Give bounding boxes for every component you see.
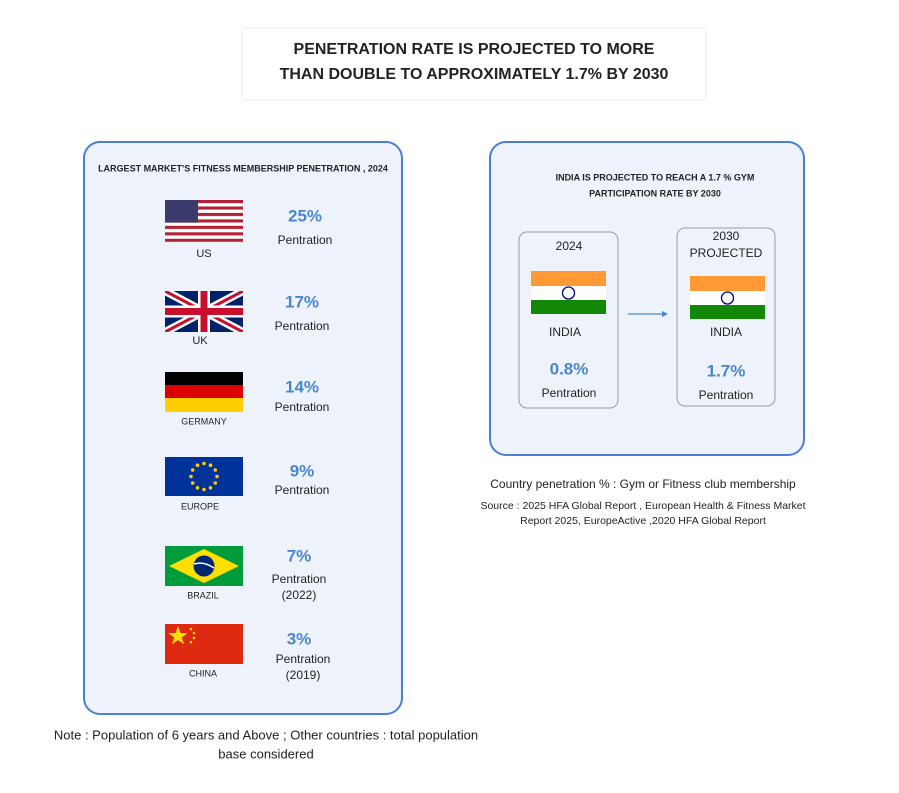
source: Source : 2025 HFA Global Report , Europe… [480, 500, 805, 512]
label: Pentration [278, 233, 333, 247]
country: CHINA [189, 668, 217, 678]
year: (2019) [286, 668, 321, 682]
label: Pentration [275, 400, 330, 414]
label: Pentration [699, 388, 754, 402]
country: GERMANY [181, 416, 227, 426]
value: 0.8% [550, 359, 589, 378]
card-year: 2024 [556, 239, 583, 253]
flag-brazil [165, 546, 243, 586]
value: 7% [287, 546, 312, 565]
flag-china [165, 624, 243, 664]
flag-germany [165, 372, 243, 412]
label: Pentration [275, 483, 330, 497]
country: EUROPE [181, 501, 219, 511]
value: 9% [290, 461, 315, 480]
note: base considered [218, 746, 313, 761]
value: 14% [285, 377, 319, 396]
title-box [241, 27, 707, 101]
country: US [196, 248, 211, 260]
panel-title: INDIA IS PROJECTED TO REACH A 1.7 % GYM [556, 172, 755, 182]
title: PENETRATION RATE IS PROJECTED TO MORE [294, 41, 655, 58]
year: (2022) [282, 588, 317, 602]
label: Pentration [276, 652, 331, 666]
flag-europe [165, 457, 243, 496]
value: 17% [285, 292, 319, 311]
label: Pentration [275, 319, 330, 333]
flag-india [690, 276, 765, 319]
flag-us [165, 200, 243, 242]
card-year: 2030 [713, 229, 740, 243]
value: 3% [287, 629, 312, 648]
panel-title: PARTICIPATION RATE BY 2030 [589, 188, 721, 198]
value: 1.7% [707, 361, 746, 380]
flag-india [531, 271, 606, 314]
label: Pentration [542, 386, 597, 400]
country: INDIA [710, 325, 742, 339]
value: 25% [288, 206, 322, 225]
source: Report 2025, EuropeActive ,2020 HFA Glob… [520, 515, 766, 527]
country: BRAZIL [187, 590, 219, 600]
label: Pentration [272, 572, 327, 586]
card [518, 231, 619, 409]
card-year: PROJECTED [690, 246, 763, 260]
title: THAN DOUBLE TO APPROXIMATELY 1.7% BY 203… [280, 66, 669, 83]
arrow [628, 311, 668, 317]
flag-uk [165, 291, 243, 332]
country: UK [192, 335, 208, 347]
left-panel [83, 141, 403, 715]
country: INDIA [549, 325, 581, 339]
panel-title: LARGEST MARKET'S FITNESS MEMBERSHIP PENE… [98, 163, 388, 173]
note: Note : Population of 6 years and Above ;… [54, 727, 478, 742]
definition: Country penetration % : Gym or Fitness c… [490, 477, 796, 491]
